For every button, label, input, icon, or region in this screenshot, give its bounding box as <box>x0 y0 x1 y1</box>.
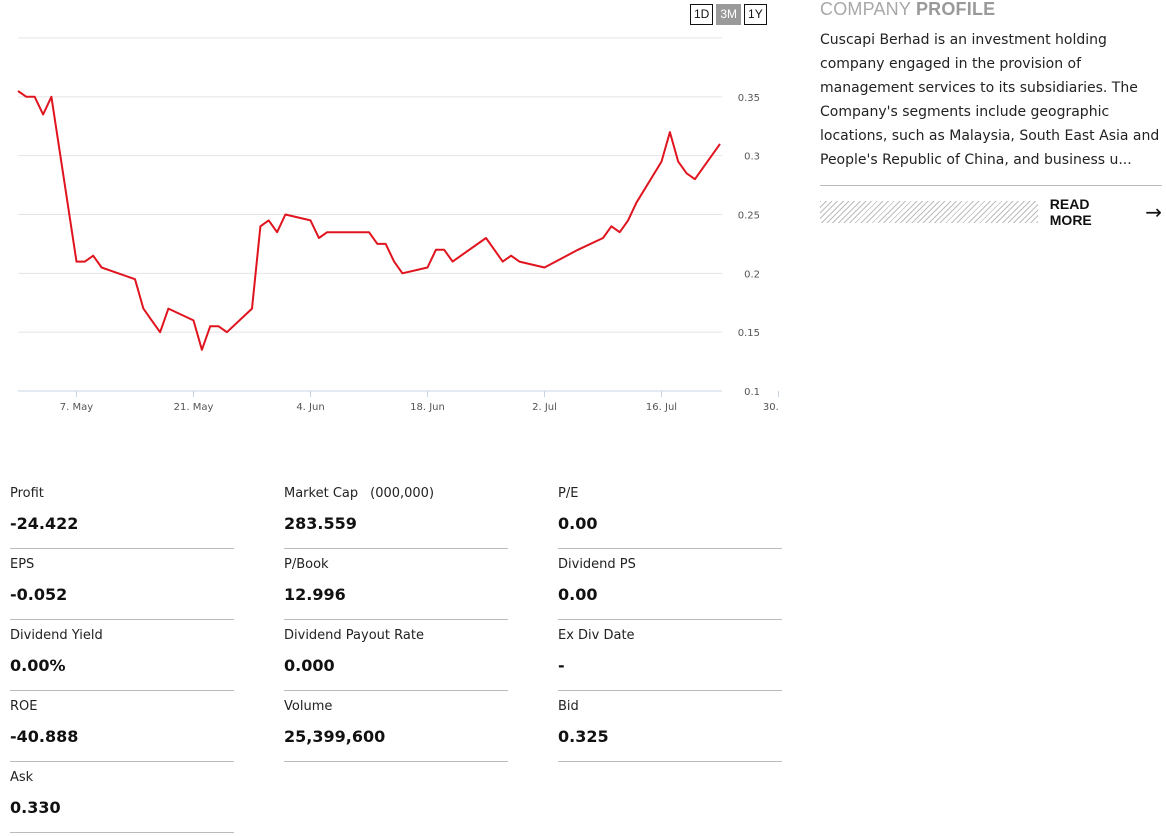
stat-label: Bid <box>558 699 579 714</box>
stat-item: Ex Div Date - <box>558 622 782 691</box>
stat-label: Volume <box>284 699 332 714</box>
company-profile: COMPANY PROFILE Cuscapi Berhad is an inv… <box>820 0 1162 228</box>
stat-label-text: ROE <box>10 699 38 714</box>
stat-value: 0.330 <box>10 798 61 817</box>
stat-item: Dividend PS 0.00 <box>558 551 782 620</box>
stat-item: EPS -0.052 <box>10 551 234 620</box>
profile-title-light: COMPANY <box>820 0 911 18</box>
stat-label: Market Cap (000,000) <box>284 486 434 501</box>
stat-value: -40.888 <box>10 727 79 746</box>
stat-value: 0.00 <box>558 514 598 533</box>
profile-divider <box>820 185 1162 186</box>
stat-item: Ask 0.330 <box>10 764 234 833</box>
stat-item: P/Book 12.996 <box>284 551 508 620</box>
read-more-row: READ MORE → <box>820 196 1162 228</box>
stat-label-text: Market Cap <box>284 486 359 501</box>
stat-label: ROE <box>10 699 37 714</box>
x-tick-label: 4. Jun <box>296 402 324 413</box>
stat-item: Dividend Yield 0.00% <box>10 622 234 691</box>
stat-value: 0.325 <box>558 727 609 746</box>
y-tick-label: 0.35 <box>738 93 760 104</box>
x-tick-label: 16. Jul <box>646 402 677 413</box>
arrow-right-icon[interactable]: → <box>1145 200 1162 224</box>
read-more-link[interactable]: READ MORE <box>1049 196 1092 228</box>
x-tick-label: 7. May <box>60 402 93 413</box>
stat-label-text: Dividend Payout Rate <box>284 628 424 643</box>
stat-label: P/E <box>558 486 578 501</box>
range-3m-button[interactable]: 3M <box>716 4 742 25</box>
stat-item: Profit -24.422 <box>10 480 234 549</box>
x-tick-label: 18. Jun <box>410 402 445 413</box>
stat-label-text: EPS <box>10 557 35 572</box>
stat-value: 0.00 <box>558 585 598 604</box>
stat-value: 0.000 <box>284 656 335 675</box>
profile-title-bold: PROFILE <box>915 0 996 18</box>
y-tick-label: 0.25 <box>738 211 760 222</box>
x-tick-label: 2. Jul <box>532 402 557 413</box>
stat-value: 12.996 <box>284 585 346 604</box>
stat-label: EPS <box>10 557 34 572</box>
stat-value: - <box>558 656 565 675</box>
range-1d-button[interactable]: 1D <box>690 4 714 25</box>
y-tick-label: 0.15 <box>738 328 760 339</box>
stat-label-text: Bid <box>558 699 579 714</box>
stat-label-text: Volume <box>284 699 333 714</box>
stat-label-text: Ex Div Date <box>558 628 635 643</box>
stat-value: 0.00% <box>10 656 66 675</box>
range-selector: 1D 3M 1Y <box>690 4 767 25</box>
stat-item: Dividend Payout Rate 0.000 <box>284 622 508 691</box>
x-tick-label: 30. Jul <box>763 402 780 413</box>
stat-item: Volume 25,399,600 <box>284 693 508 762</box>
stat-label: Profit <box>10 486 44 501</box>
stat-label: Dividend Payout Rate <box>284 628 424 643</box>
stat-value: -24.422 <box>10 514 79 533</box>
stat-label-text: Dividend Yield <box>10 628 103 643</box>
stat-label: Dividend Yield <box>10 628 103 643</box>
stat-label: Ex Div Date <box>558 628 635 643</box>
stat-item: ROE -40.888 <box>10 693 234 762</box>
stat-item: Market Cap (000,000) 283.559 <box>284 480 508 549</box>
profile-description: Cuscapi Berhad is an investment holding … <box>820 32 1160 168</box>
y-tick-label: 0.2 <box>744 269 760 280</box>
stat-label: Dividend PS <box>558 557 636 572</box>
stat-label-text: P/Book <box>284 557 329 572</box>
hatch-pattern <box>820 201 1038 223</box>
stat-label: Ask <box>10 770 33 785</box>
stat-label: P/Book <box>284 557 329 572</box>
stat-label-text: Profit <box>10 486 44 501</box>
x-tick-label: 21. May <box>174 402 214 413</box>
stat-value: 25,399,600 <box>284 727 386 746</box>
stat-label-text: Ask <box>10 770 34 785</box>
y-tick-label: 0.1 <box>744 387 760 398</box>
price-chart: 0.1 0.15 0.2 0.25 0.3 0.35 7. May 21. May 4. Jun… <box>17 37 780 413</box>
price-line <box>17 90 721 351</box>
stat-label-text: Dividend PS <box>558 557 636 572</box>
profile-title: COMPANY PROFILE <box>820 0 1162 18</box>
stat-value: -0.052 <box>10 585 68 604</box>
y-tick-label: 0.3 <box>744 152 760 163</box>
stat-value: 283.559 <box>284 514 357 533</box>
stat-item: Bid 0.325 <box>558 693 782 762</box>
stat-label-text: P/E <box>558 486 579 501</box>
stat-item: P/E 0.00 <box>558 480 782 549</box>
stat-label-unit: (000,000) <box>370 486 435 501</box>
range-1y-button[interactable]: 1Y <box>744 4 767 25</box>
